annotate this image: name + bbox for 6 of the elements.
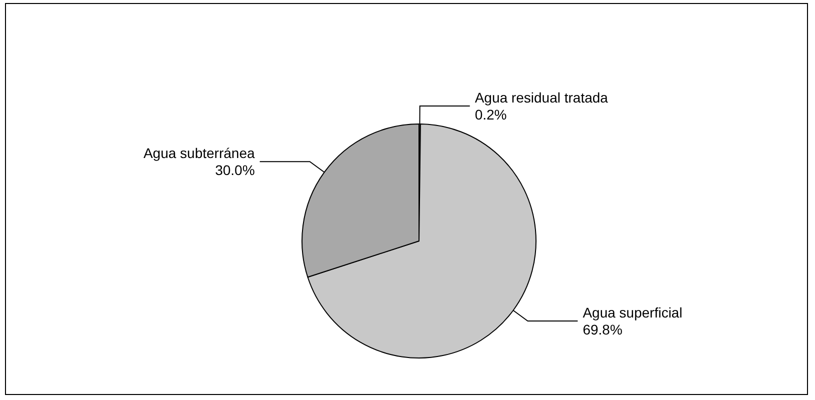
slice-label: Agua superficial xyxy=(582,304,682,321)
slice-label: Agua residual tratada xyxy=(474,90,608,106)
slice-label: Agua subterránea xyxy=(143,145,255,162)
data-label: 30.0% xyxy=(215,162,255,178)
data-label: 69.8% xyxy=(582,322,622,338)
data-label: 0.2% xyxy=(474,106,507,123)
